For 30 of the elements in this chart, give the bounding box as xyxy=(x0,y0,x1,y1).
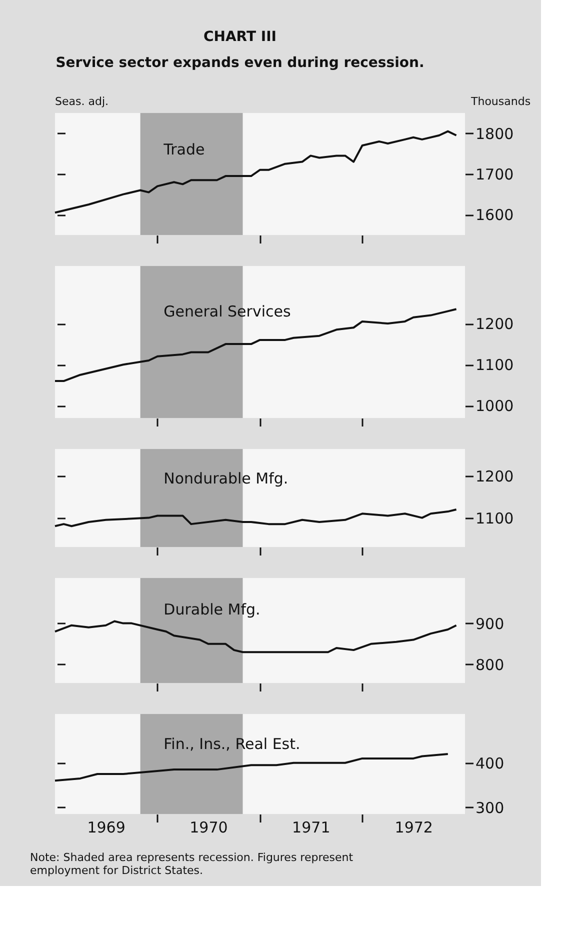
y-tick-label: 1600 xyxy=(476,206,514,224)
text: Seas. adj. xyxy=(55,95,108,108)
y-tick-label: 400 xyxy=(476,754,504,772)
text: Note: Shaded area represents recession. Figures represent employment for District States. xyxy=(30,851,354,877)
y-tick-label: 1000 xyxy=(476,397,514,416)
series-label: Fin., Ins., Real Est. xyxy=(164,735,300,753)
x-tick-label: 1969 xyxy=(87,818,126,836)
series-label: General Services xyxy=(164,302,291,321)
line-series xyxy=(54,130,458,214)
chart-title: CHART III xyxy=(203,29,277,45)
y-tick-label: 1200 xyxy=(476,468,514,486)
line-series xyxy=(54,508,458,528)
chart-subtitle: Service sector expands even during recession. xyxy=(56,55,424,71)
y-tick-label: 900 xyxy=(476,614,504,633)
y-tick-label: 1200 xyxy=(476,315,514,334)
line-series xyxy=(54,620,458,654)
y-axis-title: Thousands xyxy=(470,95,531,108)
x-tick-label: 1970 xyxy=(190,818,228,836)
y-tick-label: 1100 xyxy=(476,509,514,528)
x-tick-label: 1972 xyxy=(394,818,433,836)
y-tick-label: 1100 xyxy=(476,356,514,374)
line-series xyxy=(54,753,449,782)
y-tick-label: 300 xyxy=(476,798,504,817)
y-tick-label: 1800 xyxy=(476,124,514,143)
series-label: Nondurable Mfg. xyxy=(164,469,288,488)
y-tick-label: 800 xyxy=(476,656,504,674)
y-tick-label: 1700 xyxy=(476,166,514,184)
x-tick-label: 1971 xyxy=(292,818,330,836)
series-label: Durable Mfg. xyxy=(164,600,260,618)
series-label: Trade xyxy=(162,140,205,159)
